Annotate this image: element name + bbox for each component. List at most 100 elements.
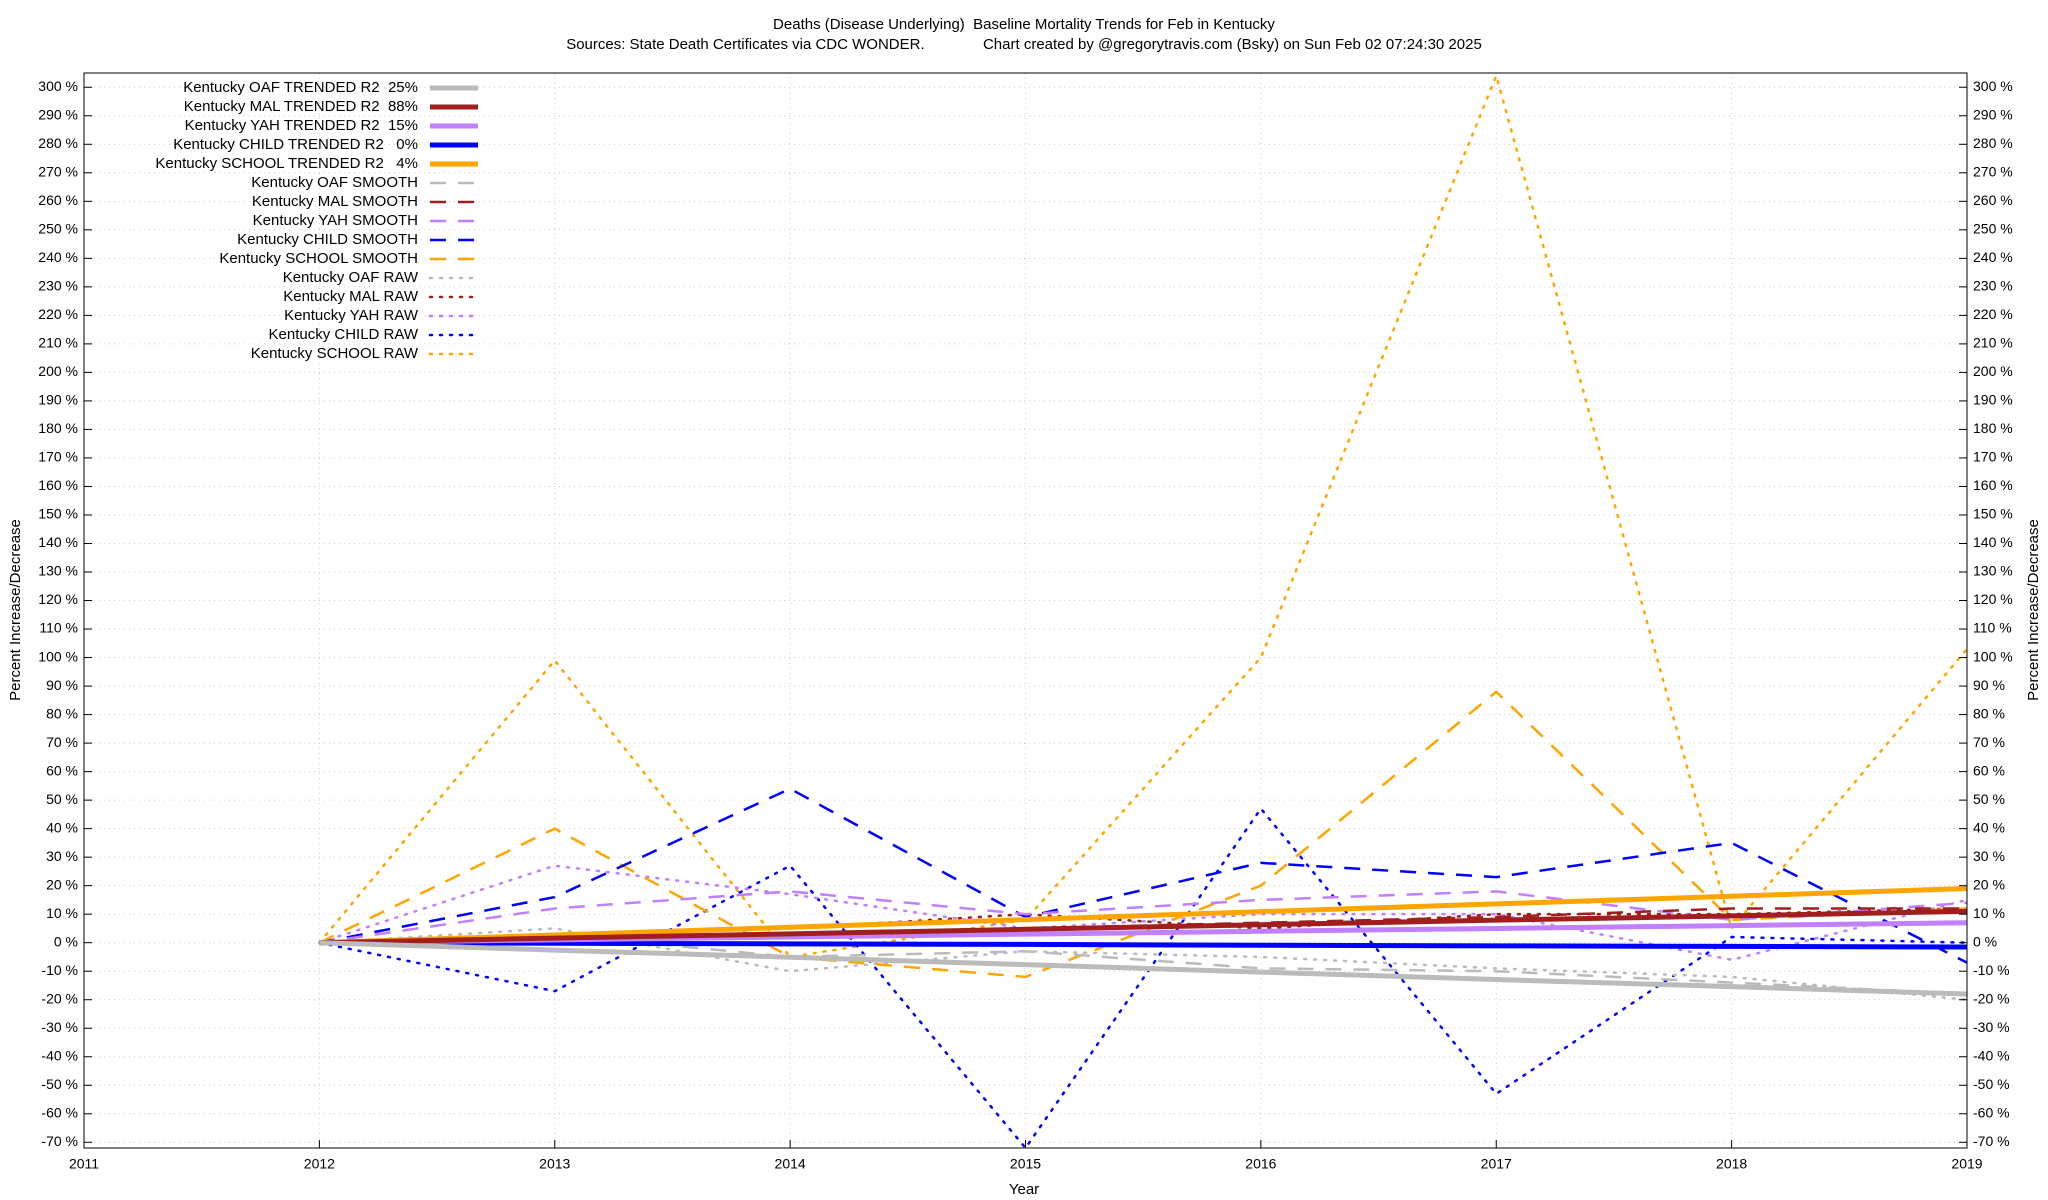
y2-tick-label: 40 % (1973, 819, 2005, 835)
y-tick-label: 140 % (38, 534, 78, 550)
legend-label: Kentucky CHILD TRENDED R2 0% (173, 136, 418, 153)
x-tick-label: 2012 (304, 1156, 335, 1172)
y-tick-label: 0 % (54, 933, 78, 949)
legend-label: Kentucky SCHOOL RAW (251, 345, 419, 362)
y2-tick-label: 170 % (1973, 449, 2013, 465)
legend: Kentucky OAF TRENDED R2 25% Kentucky MAL … (155, 79, 480, 362)
legend-label: Kentucky OAF RAW (283, 269, 419, 286)
y2-tick-label: 290 % (1973, 106, 2013, 122)
y2-tick-label: -30 % (1973, 1019, 2010, 1035)
y2-tick-label: 280 % (1973, 135, 2013, 151)
y2-tick-label: 60 % (1973, 762, 2005, 778)
legend-label: Kentucky YAH TRENDED R2 15% (185, 117, 418, 134)
y-tick-label: 200 % (38, 363, 78, 379)
y-tick-label: -10 % (41, 962, 78, 978)
y-tick-label: 290 % (38, 106, 78, 122)
y2-tick-label: 190 % (1973, 392, 2013, 408)
y-tick-label: 100 % (38, 648, 78, 664)
y-axis-label: Percent Increase/Decrease (7, 519, 24, 701)
y2-tick-label: 150 % (1973, 506, 2013, 522)
y-tick-label: -20 % (41, 990, 78, 1006)
series-line (318, 73, 1967, 959)
y-tick-label: 80 % (46, 705, 78, 721)
series-line (318, 864, 1967, 962)
plot-area (318, 73, 1967, 1148)
y-tick-label: 120 % (38, 591, 78, 607)
legend-label: Kentucky SCHOOL TRENDED R2 4% (155, 155, 418, 172)
x-axis-label: Year (1009, 1181, 1039, 1198)
y2-tick-label: -40 % (1973, 1047, 2010, 1063)
series-line (319, 940, 1967, 997)
y2-tick-label: 130 % (1973, 563, 2013, 579)
legend-label: Kentucky CHILD SMOOTH (237, 231, 418, 248)
y2-tick-label: -50 % (1973, 1076, 2010, 1092)
x-tick-label: 2011 (69, 1156, 99, 1172)
y-tick-label: 60 % (46, 762, 78, 778)
series-line (318, 690, 1967, 979)
y-tick-label: 190 % (38, 392, 78, 408)
y2-tick-label: -70 % (1973, 1133, 2010, 1149)
y-tick-label: 150 % (38, 506, 78, 522)
y2-tick-label: 110 % (1973, 620, 2012, 636)
y-tick-label: 50 % (46, 791, 78, 807)
y2-tick-label: 70 % (1973, 734, 2005, 750)
y2-tick-label: 90 % (1973, 677, 2005, 693)
y2-tick-label: 180 % (1973, 420, 2013, 436)
y-tick-label: 130 % (38, 563, 78, 579)
series-line (319, 908, 1967, 946)
y-tick-label: 230 % (38, 278, 78, 294)
legend-label: Kentucky YAH SMOOTH (253, 212, 418, 229)
chart-title: Deaths (Disease Underlying) Baseline Mor… (773, 16, 1275, 33)
y-tick-label: 160 % (38, 477, 78, 493)
y-tick-label: 30 % (46, 848, 78, 864)
series-line (319, 932, 1967, 996)
y-tick-label: 20 % (46, 876, 78, 892)
chart-subtitle: Sources: State Death Certificates via CD… (566, 36, 1482, 53)
axes: -70 % -60 % -50 % -40 % -30 % -20 % -10 % 0 % 10… (38, 78, 2012, 1172)
legend-label: Kentucky OAF TRENDED R2 25% (183, 79, 418, 96)
x-tick-label: 2018 (1716, 1156, 1747, 1172)
y2-tick-label: 0 % (1973, 933, 1997, 949)
x-tick-label: 2014 (775, 1156, 806, 1172)
y2-tick-label: 300 % (1973, 78, 2013, 94)
y2-tick-label: 50 % (1973, 791, 2005, 807)
y-tick-label: 280 % (38, 135, 78, 151)
y-tick-label: -60 % (41, 1104, 78, 1120)
legend-label: Kentucky SCHOOL SMOOTH (219, 250, 418, 267)
x-tick-label: 2016 (1245, 1156, 1276, 1172)
y2-tick-label: 240 % (1973, 249, 2013, 265)
y2-axis-label: Percent Increase/Decrease (2025, 519, 2042, 701)
y-tick-label: 210 % (38, 335, 78, 351)
y2-tick-label: -60 % (1973, 1104, 2010, 1120)
y-tick-label: 220 % (38, 306, 78, 322)
series-line (318, 806, 1967, 1148)
y-tick-label: 300 % (38, 78, 78, 94)
legend-label: Kentucky MAL TRENDED R2 88% (184, 98, 418, 115)
x-tick-label: 2015 (1010, 1156, 1041, 1172)
y-tick-label: 110 % (39, 620, 78, 636)
y-tick-label: 10 % (46, 905, 78, 921)
y2-tick-label: 160 % (1973, 477, 2013, 493)
legend-label: Kentucky MAL RAW (283, 288, 419, 305)
y2-tick-label: 230 % (1973, 278, 2013, 294)
y2-tick-label: -20 % (1973, 990, 2010, 1006)
y-tick-label: -30 % (41, 1019, 78, 1035)
y2-tick-label: 80 % (1973, 705, 2005, 721)
y-tick-label: 250 % (38, 221, 78, 237)
series-line (318, 927, 1967, 1001)
y2-tick-label: 20 % (1973, 876, 2005, 892)
y-tick-label: 180 % (38, 420, 78, 436)
y2-tick-label: 120 % (1973, 591, 2013, 607)
series-line (319, 940, 1967, 950)
y2-tick-label: 250 % (1973, 221, 2013, 237)
y-tick-label: 240 % (38, 249, 78, 265)
y2-tick-label: 100 % (1973, 648, 2013, 664)
y2-tick-label: 140 % (1973, 534, 2013, 550)
series-line (319, 787, 1967, 964)
y-tick-label: -70 % (41, 1133, 78, 1149)
y-tick-label: 90 % (46, 677, 78, 693)
y2-tick-label: 200 % (1973, 363, 2013, 379)
legend-label: Kentucky CHILD RAW (269, 326, 419, 343)
legend-label: Kentucky MAL SMOOTH (252, 193, 418, 210)
